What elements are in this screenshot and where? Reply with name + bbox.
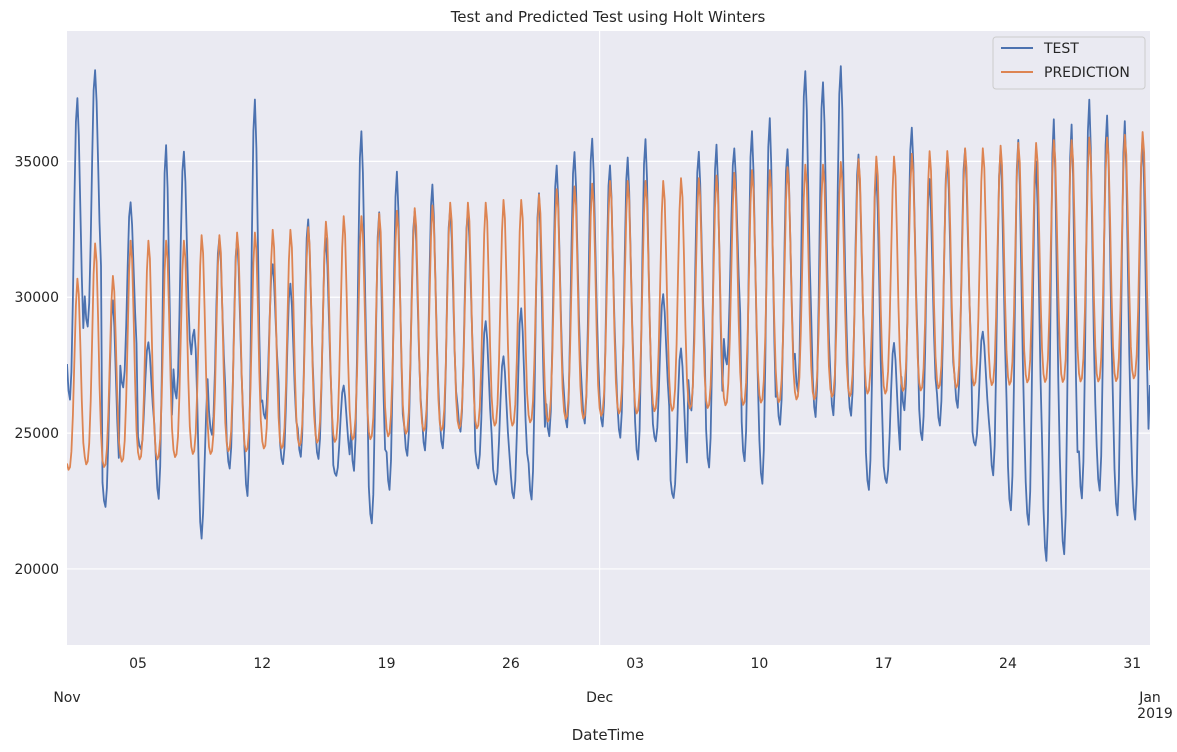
x-axis-label: DateTime xyxy=(572,726,645,744)
x-minor-tick-label: 17 xyxy=(875,656,893,672)
y-tick-label: 25000 xyxy=(14,426,59,442)
x-minor-tick-label: 03 xyxy=(626,656,644,672)
plot-area xyxy=(67,31,1150,645)
x-minor-tick-label: 19 xyxy=(378,656,396,672)
legend-label-prediction: PREDICTION xyxy=(1044,65,1130,81)
series-line-prediction xyxy=(67,131,1150,471)
y-tick-label: 35000 xyxy=(14,154,59,170)
x-major-tick-label: Jan xyxy=(1138,690,1161,706)
legend: TEST PREDICTION xyxy=(992,36,1146,90)
legend-frame xyxy=(992,36,1146,90)
x-minor-tick-label: 12 xyxy=(253,656,271,672)
chart-title: Test and Predicted Test using Holt Winte… xyxy=(450,8,766,26)
y-tick-label: 30000 xyxy=(14,290,59,306)
legend-label-test: TEST xyxy=(1043,41,1079,57)
x-minor-tick-label: 24 xyxy=(999,656,1017,672)
x-minor-tick-label: 05 xyxy=(129,656,147,672)
x-minor-tick-label: 31 xyxy=(1123,656,1141,672)
y-axis: 20000 25000 30000 35000 xyxy=(14,154,59,578)
x-minor-tick-label: 26 xyxy=(502,656,520,672)
x-major-tick-sublabel: 2019 xyxy=(1137,706,1173,722)
series-layer xyxy=(67,65,1150,562)
x-minor-tick-label: 10 xyxy=(750,656,768,672)
x-major-tick-label: Dec xyxy=(586,690,613,706)
x-major-tick-label: Nov xyxy=(53,690,80,706)
y-tick-label: 20000 xyxy=(14,562,59,578)
